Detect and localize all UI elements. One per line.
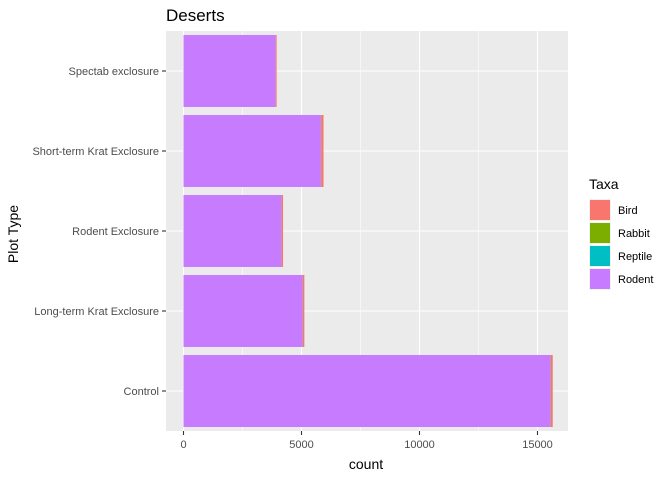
chart-title: Deserts bbox=[166, 6, 225, 25]
y-tick-label: Rodent Exclosure bbox=[72, 226, 159, 238]
y-tick-label: Control bbox=[124, 386, 159, 398]
legend-label-rodent: Rodent bbox=[618, 274, 653, 286]
bar-rodent-1 bbox=[183, 275, 303, 347]
bar-rodent-0 bbox=[183, 355, 551, 427]
x-tick-label: 0 bbox=[180, 439, 186, 451]
bar-bird-0 bbox=[550, 355, 553, 427]
legend-label-reptile: Reptile bbox=[618, 251, 652, 263]
x-tick-label: 10000 bbox=[404, 439, 435, 451]
bar-bird-3 bbox=[321, 115, 324, 187]
x-axis: 0 5000 10000 15000 bbox=[180, 431, 553, 451]
legend: Taxa Bird Rabbit Reptile Rodent bbox=[589, 176, 653, 290]
x-axis-title: count bbox=[349, 456, 383, 472]
y-tick-label: Long-term Krat Exclosure bbox=[34, 306, 159, 318]
legend-swatch-bird bbox=[590, 200, 610, 220]
legend-label-rabbit: Rabbit bbox=[618, 228, 650, 240]
bar-bird-1 bbox=[302, 275, 305, 347]
y-tick-label: Short-term Krat Exclosure bbox=[32, 146, 159, 158]
x-tick-label: 5000 bbox=[289, 439, 313, 451]
x-tick-label: 15000 bbox=[522, 439, 553, 451]
bar-bird-4 bbox=[275, 35, 277, 107]
y-axis: Control Long-term Krat Exclosure Rodent Ex… bbox=[32, 66, 166, 398]
bar-rodent-2 bbox=[183, 195, 282, 267]
legend-title: Taxa bbox=[589, 176, 619, 192]
legend-label-bird: Bird bbox=[618, 205, 638, 217]
bars-layer bbox=[183, 35, 553, 427]
legend-swatch-rabbit bbox=[590, 223, 610, 243]
bar-rodent-4 bbox=[183, 35, 276, 107]
legend-swatch-reptile bbox=[590, 246, 610, 266]
legend-swatch-rodent bbox=[590, 269, 610, 289]
bar-bird-2 bbox=[281, 195, 284, 267]
y-axis-title: Plot Type bbox=[5, 205, 21, 263]
bar-rodent-3 bbox=[183, 115, 321, 187]
y-tick-label: Spectab exclosure bbox=[69, 66, 160, 78]
